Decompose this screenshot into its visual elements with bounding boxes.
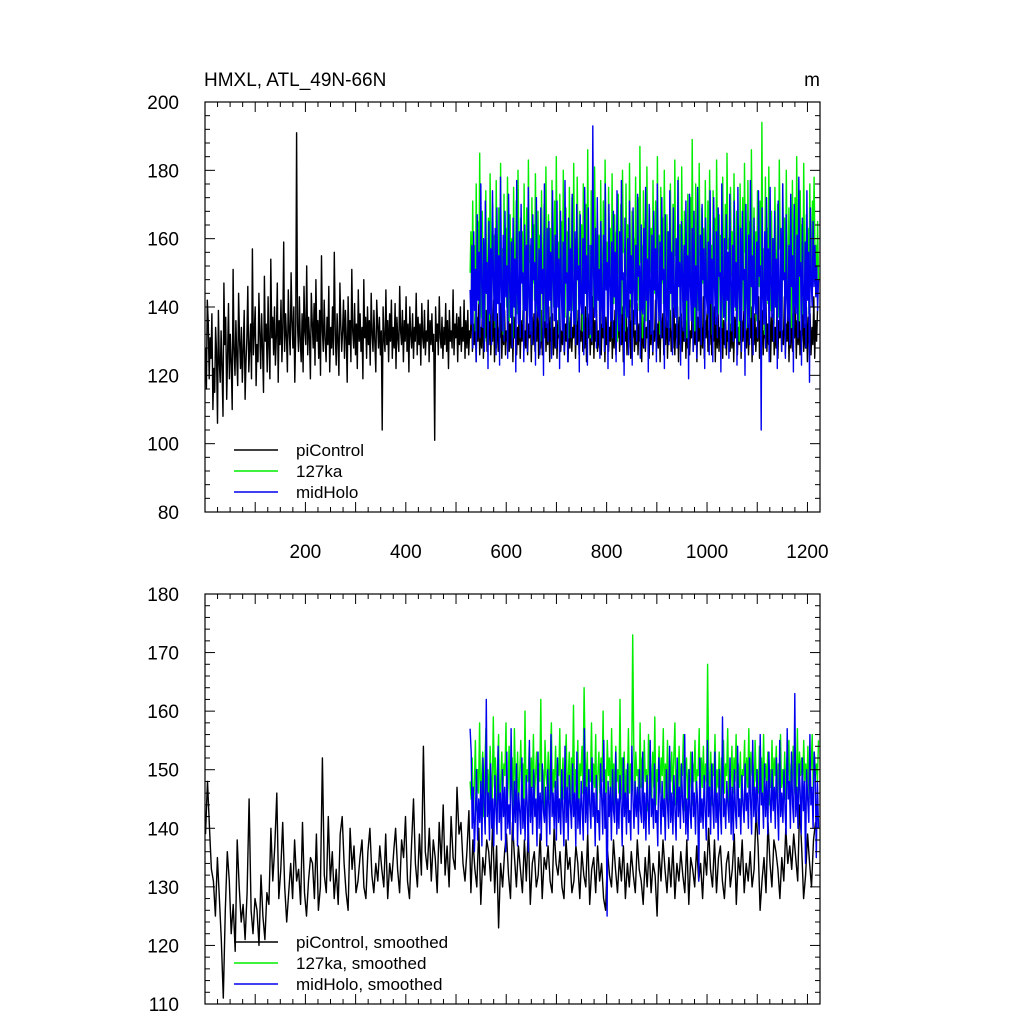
top-panel-raw: 80 100 120 140 160 180 200 200 400 600 800 1000 1200… <box>147 70 828 563</box>
top-units-label: m <box>804 70 820 91</box>
legend-label-midHolo: midHolo <box>296 483 358 502</box>
bottom-panel-smoothed: 110 120 130 140 150 160 170 180 piControl, smoo… <box>147 585 821 1016</box>
top-ytick-label: 180 <box>147 161 179 182</box>
top-legend: piControl 127ka midHolo <box>234 441 364 502</box>
top-series-lines <box>204 121 820 441</box>
bottom-axis-ticks: 110 120 130 140 150 160 170 180 <box>147 585 820 1016</box>
top-ytick-label: 140 <box>147 298 179 319</box>
bottom-ytick-label: 150 <box>147 761 179 782</box>
legend-label-piControl-smoothed: piControl, smoothed <box>296 933 448 952</box>
top-ytick-label: 80 <box>158 503 179 524</box>
top-xtick-label: 600 <box>490 542 522 563</box>
top-ytick-label: 160 <box>147 230 179 251</box>
top-chart-title: HMXL, ATL_49N-66N <box>204 70 386 91</box>
top-xtick-label: 800 <box>591 542 623 563</box>
top-ytick-label: 200 <box>147 93 179 114</box>
top-ytick-label: 120 <box>147 366 179 387</box>
bottom-ytick-label: 130 <box>147 878 179 899</box>
top-axis-ticks: 80 100 120 140 160 180 200 200 400 600 800 1000 1200 <box>147 93 828 563</box>
legend-label-127ka-smoothed: 127ka, smoothed <box>296 954 426 973</box>
bottom-series-lines <box>204 634 820 999</box>
bottom-legend: piControl, smoothed 127ka, smoothed midH… <box>234 933 448 994</box>
bottom-series-line-piControl <box>204 745 819 999</box>
bottom-ytick-label: 170 <box>147 644 179 665</box>
bottom-plot-frame <box>204 593 821 1005</box>
legend-label-midHolo-smoothed: midHolo, smoothed <box>296 975 442 994</box>
bottom-ytick-label: 110 <box>149 995 179 1016</box>
top-xtick-label: 1200 <box>786 542 828 563</box>
top-xtick-label: 200 <box>290 542 322 563</box>
legend-label-piControl: piControl <box>296 441 364 460</box>
bottom-ytick-label: 160 <box>147 702 179 723</box>
legend-label-127ka: 127ka <box>296 462 343 481</box>
bottom-series-line-midHolo <box>469 692 820 917</box>
top-xtick-label: 400 <box>390 542 422 563</box>
top-ytick-label: 100 <box>147 435 179 456</box>
top-series-line-midHolo <box>469 125 820 431</box>
bottom-ytick-label: 140 <box>147 819 179 840</box>
top-xtick-label: 1000 <box>686 542 728 563</box>
bottom-ytick-label: 180 <box>147 585 179 606</box>
bottom-ytick-label: 120 <box>147 936 179 957</box>
